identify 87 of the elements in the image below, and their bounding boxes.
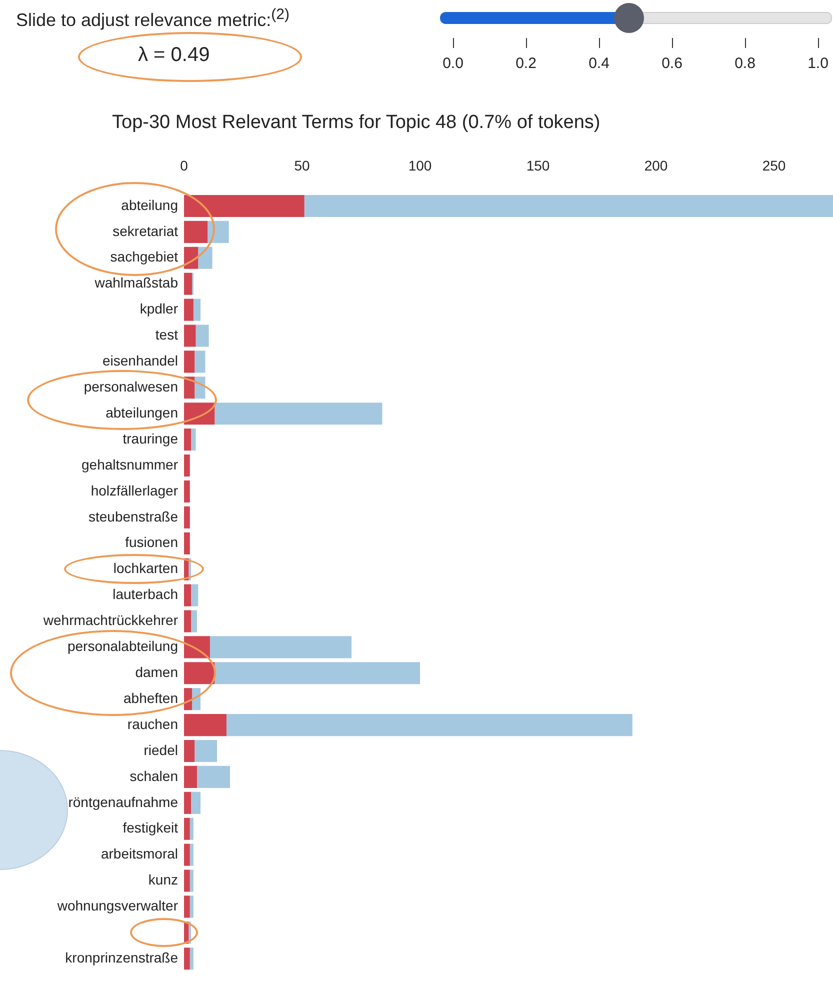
y-tick-label: lochkarten — [113, 560, 178, 576]
y-tick-label: steubenstraße — [88, 508, 178, 524]
x-tick-label: 50 — [294, 157, 310, 174]
bar — [184, 584, 192, 606]
bar — [214, 662, 420, 684]
y-tick-label: test — [155, 326, 178, 343]
bar — [184, 766, 197, 788]
text: 0.4 — [588, 55, 610, 72]
bar — [184, 792, 192, 814]
text: λ = 0.49 — [138, 44, 210, 67]
bar — [196, 324, 209, 347]
bar — [184, 844, 190, 866]
bar — [184, 324, 196, 347]
x-tick-label: 100 — [408, 157, 432, 174]
bar — [184, 454, 190, 477]
y-tick-label: kpdler — [140, 300, 178, 317]
bar — [214, 402, 382, 425]
x-tick-label: 250 — [762, 157, 786, 174]
bar — [184, 870, 190, 892]
bar — [198, 246, 212, 269]
y-tick-label: schalen — [130, 768, 178, 784]
y-tick-label: abteilung — [121, 196, 178, 213]
bar — [191, 584, 198, 606]
y-tick-label: wohnungsverwalter — [56, 898, 178, 914]
bar — [184, 714, 226, 736]
bar — [184, 740, 195, 762]
y-tick-label: damen — [135, 664, 178, 680]
y-tick-label: rauchen — [127, 716, 178, 732]
chart-title: Top-30 Most Relevant Terms for Topic 48 (0.7% of tokens) — [112, 112, 600, 134]
y-tick-label: sekretariat — [112, 222, 178, 239]
y-tick-label: riedel — [144, 742, 178, 758]
x-tick-label: 0 — [180, 157, 188, 174]
bar — [190, 870, 194, 892]
bar — [193, 298, 201, 321]
bar — [194, 740, 218, 762]
y-tick-label: gehaltsnummer — [82, 456, 178, 472]
bar — [191, 428, 196, 451]
y-tick-label: fusionen — [125, 534, 178, 550]
y-tick-label: wehrmachtrückkehrer — [42, 612, 178, 628]
y-tick-label: trauringe — [122, 430, 178, 446]
y-tick-label: röntgenaufnahme — [68, 794, 178, 810]
bar — [190, 844, 194, 866]
bar — [226, 714, 632, 736]
y-tick-label: sachgebiet — [110, 248, 178, 265]
bar — [184, 948, 190, 970]
text: 0.8 — [734, 55, 756, 72]
bar — [184, 428, 192, 451]
y-tick-label: personalwesen — [84, 378, 178, 395]
bar — [190, 948, 194, 970]
bar — [184, 532, 190, 554]
y-tick-label: arbeitsmoral — [100, 846, 178, 862]
y-tick-label: holzfällerlager — [90, 482, 178, 498]
text: 0.2 — [514, 55, 538, 72]
y-tick-label: festigkeit — [122, 820, 178, 836]
bar — [184, 896, 190, 918]
y-tick-label: kronprinzenstraße — [65, 949, 178, 966]
text: 0.0 — [442, 55, 464, 72]
bar — [196, 766, 230, 788]
bar — [190, 896, 194, 918]
text: 0.6 — [660, 55, 684, 72]
bar — [184, 818, 190, 840]
bar — [184, 610, 192, 632]
y-tick-label: kunz — [148, 872, 178, 888]
y-tick-label: personalabteilung — [67, 638, 178, 654]
bar — [190, 818, 194, 840]
bar — [304, 194, 833, 218]
x-tick-label: 150 — [526, 157, 550, 174]
text: 1.0 — [806, 55, 830, 72]
bar — [184, 220, 208, 243]
y-tick-label: eisenhandel — [102, 352, 178, 369]
y-tick-label: lauterbach — [112, 586, 178, 602]
bar — [184, 480, 190, 502]
x-tick-label: 200 — [644, 157, 668, 174]
y-tick-label: wahlmaßstab — [94, 274, 178, 291]
bar — [184, 506, 190, 528]
y-tick-label: abheften — [124, 690, 178, 706]
text: Slide to adjust relevance metric:$^{(2)}$ — [16, 6, 290, 31]
bar — [184, 272, 192, 295]
y-tick-label: abteilungen — [106, 404, 178, 420]
bar — [210, 636, 352, 658]
bar — [184, 662, 215, 684]
bar — [191, 610, 197, 632]
bar — [184, 298, 194, 321]
bar — [191, 792, 201, 814]
bar — [184, 350, 195, 373]
bar — [184, 194, 304, 218]
bar — [194, 350, 206, 373]
